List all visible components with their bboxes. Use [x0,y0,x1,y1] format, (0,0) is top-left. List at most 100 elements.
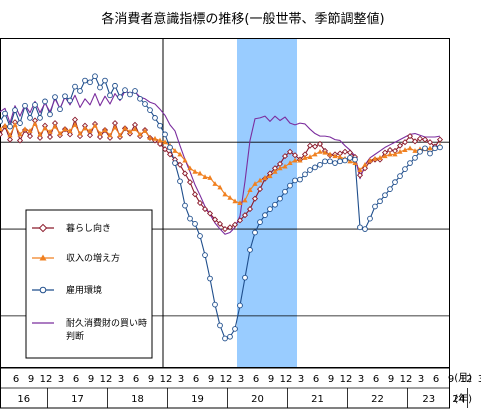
data-point-employment [157,122,163,129]
data-point-livelihood [191,191,199,198]
month-tick-label: 6 [193,374,199,385]
data-point-employment [212,301,218,308]
data-point-income [162,139,168,145]
year-label: 22 [371,394,384,405]
data-point-employment [197,233,203,239]
data-point-income [57,130,63,136]
data-point-employment [377,198,383,205]
data-point-livelihood [306,142,314,149]
data-point-employment [172,160,178,166]
legend: 暮らし向き 収入の増え方 雇用環境 耐久消費財の買い時判断 [25,209,153,359]
data-point-income [312,151,318,157]
data-point-income [297,157,303,163]
data-point-employment [132,88,138,94]
x-axis-year-labels: 16 17 18 19 20 21 22 23 24 [17,394,465,405]
month-tick-label: 12 [280,374,293,385]
data-point-income [12,122,18,127]
legend-box [25,209,153,359]
data-point-employment [397,173,403,179]
data-point-employment [2,110,8,117]
data-point-livelihood [46,133,54,141]
data-point-employment [57,106,63,113]
data-point-income [47,128,53,134]
legend-entry-employment: 雇用環境 [32,284,102,296]
data-point-income [212,181,218,186]
data-point-employment [122,87,128,93]
data-point-income [182,157,188,163]
data-point-income [122,125,128,131]
data-point-income [347,158,353,164]
data-point-income [147,135,153,140]
data-point-employment [92,73,98,80]
data-point-employment [372,203,378,210]
data-point-income [0,126,3,132]
month-tick-label: 3 [118,374,124,385]
data-point-livelihood [211,216,219,223]
data-point-employment [242,274,248,281]
data-point-income [322,149,328,155]
data-point-employment [292,177,298,184]
data-point-income [7,132,13,138]
data-point-income [17,131,23,137]
data-point-income [37,131,43,137]
data-point-livelihood [156,140,164,147]
data-point-income [222,191,228,197]
data-point-employment [47,111,53,118]
data-point-livelihood [316,140,324,147]
data-point-employment [327,158,333,165]
year-label: 17 [71,394,84,405]
data-point-livelihood [221,226,229,233]
data-point-income [252,181,258,186]
data-point-employment [167,144,173,151]
data-point-employment [352,156,358,163]
data-point-employment [107,92,113,99]
month-tick-label: 12 [340,374,353,385]
data-point-income [77,130,83,136]
data-point-income [2,122,8,128]
data-point-income [137,131,143,137]
data-point-employment [87,79,93,86]
data-point-livelihood [206,210,214,217]
data-point-income [172,148,178,153]
month-tick-label: 6 [13,374,19,385]
data-point-employment [152,115,158,121]
data-point-livelihood [16,137,24,144]
data-point-employment [357,224,363,231]
data-point-employment [202,252,208,258]
legend-label-income: 収入の増え方 [66,252,120,264]
month-tick-label: 3 [478,374,481,385]
data-point-income [27,128,33,133]
data-point-employment [177,178,183,185]
legend-marker-triangle [39,254,47,261]
data-point-income [112,124,118,130]
data-point-income [372,155,378,161]
month-tick-label: 6 [73,374,79,385]
data-point-livelihood [251,195,259,202]
data-point-employment [312,164,318,171]
data-point-income [127,128,133,134]
data-point-income [332,153,338,159]
data-point-income [287,160,293,166]
data-point-income [352,160,358,166]
year-label: 20 [251,394,264,405]
data-point-employment [7,123,13,130]
data-point-income [152,135,158,141]
data-point-employment [282,188,288,195]
data-point-income [327,151,333,157]
month-tick-label: 6 [253,374,259,385]
data-point-income [427,145,433,151]
data-point-income [377,155,383,160]
data-point-livelihood [416,135,424,142]
month-tick-label: 9 [268,374,274,385]
data-point-employment [267,206,273,212]
data-point-employment [232,326,238,332]
data-point-livelihood [201,206,209,213]
data-point-employment [297,176,303,183]
data-point-employment [302,171,308,178]
data-point-employment [67,97,73,104]
year-label: 24 [452,394,465,405]
data-point-employment [332,160,338,166]
data-point-employment [347,154,353,161]
data-point-livelihood [436,136,444,143]
data-point-employment [97,84,103,91]
